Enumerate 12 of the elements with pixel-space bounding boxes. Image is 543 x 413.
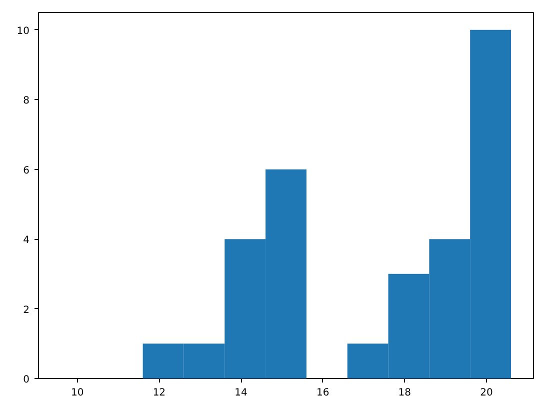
y-tick-label: 0 (23, 374, 30, 386)
y-tick-label: 8 (23, 96, 30, 107)
x-tick-label: 12 (152, 388, 166, 398)
y-tick-label: 4 (23, 235, 30, 246)
x-tick-label: 10 (71, 388, 84, 398)
y-tick-label: 2 (23, 304, 30, 316)
x-tick-label: 20 (480, 388, 493, 398)
x-tick-label: 14 (234, 388, 248, 398)
y-tick-label: 10 (16, 26, 30, 37)
x-tick-label: 18 (398, 388, 412, 398)
x-tick-label: 16 (316, 388, 330, 398)
y-tick-label: 6 (23, 165, 30, 176)
